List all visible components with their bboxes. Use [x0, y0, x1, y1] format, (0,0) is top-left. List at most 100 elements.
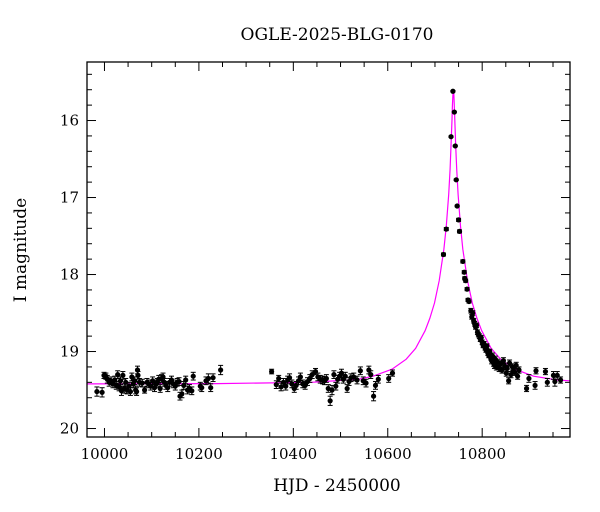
point-marker	[508, 372, 514, 378]
model-curve	[86, 90, 571, 385]
data-point	[460, 258, 466, 265]
x-tick-label: 10800	[458, 445, 506, 463]
y-axis-label: I magnitude	[11, 198, 31, 302]
point-marker	[512, 369, 518, 375]
point-marker	[484, 343, 490, 349]
point-marker	[116, 384, 122, 390]
point-marker	[499, 367, 505, 373]
point-marker	[94, 388, 100, 395]
point-marker	[278, 384, 284, 390]
point-marker	[351, 374, 357, 380]
point-marker	[453, 177, 459, 183]
data-point	[142, 386, 148, 394]
point-marker	[370, 393, 377, 399]
point-marker	[454, 203, 460, 209]
data-point	[176, 377, 182, 386]
point-marker	[333, 383, 339, 389]
point-marker	[331, 372, 337, 378]
point-marker	[526, 375, 532, 382]
point-marker	[157, 385, 163, 392]
data-point	[506, 377, 512, 385]
data-point	[508, 371, 514, 379]
data-point	[443, 226, 449, 232]
data-point	[370, 391, 377, 402]
data-point	[453, 177, 459, 183]
data-point	[297, 372, 304, 382]
point-marker	[179, 391, 185, 397]
point-marker	[293, 382, 299, 389]
point-marker	[208, 385, 214, 391]
point-marker	[269, 368, 275, 375]
point-marker	[127, 388, 134, 395]
data-points	[94, 88, 564, 406]
data-point	[386, 374, 392, 383]
point-marker	[448, 134, 454, 140]
data-point	[516, 366, 522, 374]
data-point	[210, 373, 216, 383]
axis-ticks	[87, 62, 570, 437]
point-marker	[372, 382, 379, 389]
point-marker	[123, 379, 129, 385]
data-point	[368, 370, 374, 379]
data-point	[327, 395, 333, 406]
point-marker	[473, 322, 480, 328]
data-point	[375, 374, 381, 384]
point-marker	[139, 380, 145, 386]
point-marker	[283, 383, 289, 389]
point-marker	[506, 360, 513, 366]
data-point	[455, 217, 462, 223]
data-point	[208, 383, 214, 393]
data-point	[150, 376, 156, 386]
point-marker	[354, 377, 360, 383]
data-point	[526, 374, 532, 383]
y-tick-label: 17	[60, 189, 79, 207]
data-point	[484, 343, 490, 349]
point-marker	[329, 387, 335, 393]
point-marker	[309, 372, 315, 378]
data-point	[448, 134, 454, 140]
y-tick-label: 18	[60, 266, 79, 284]
data-point	[218, 364, 224, 376]
point-marker	[386, 375, 392, 382]
data-point	[473, 322, 480, 329]
point-marker	[218, 367, 224, 373]
point-marker	[115, 372, 121, 378]
data-point	[115, 370, 121, 379]
point-marker	[514, 373, 521, 379]
data-point	[269, 368, 275, 375]
data-point	[135, 371, 141, 380]
point-marker	[506, 378, 512, 384]
data-point	[532, 381, 538, 390]
data-point	[293, 381, 299, 390]
model-layer	[86, 90, 571, 385]
data-point	[276, 374, 282, 383]
data-point	[179, 389, 185, 399]
point-marker	[523, 385, 530, 392]
data-point	[450, 88, 456, 94]
point-marker	[516, 367, 522, 373]
data-point	[133, 387, 140, 396]
point-marker	[297, 374, 304, 380]
data-point	[542, 367, 549, 376]
point-marker	[142, 387, 148, 393]
data-point	[189, 386, 195, 396]
data-point	[199, 383, 205, 393]
data-point	[461, 269, 467, 275]
point-marker	[150, 378, 156, 384]
point-marker	[176, 378, 182, 385]
data-point	[363, 378, 369, 388]
point-marker	[199, 385, 205, 391]
data-point	[129, 372, 135, 382]
data-point	[533, 367, 539, 375]
point-marker	[286, 375, 293, 381]
point-marker	[450, 88, 456, 94]
x-tick-label: 10400	[269, 445, 317, 463]
point-marker	[183, 377, 189, 383]
point-marker	[533, 368, 539, 374]
point-marker	[464, 286, 470, 292]
point-marker	[276, 375, 282, 382]
point-marker	[210, 375, 216, 381]
data-point	[466, 298, 472, 305]
data-point	[190, 371, 196, 381]
